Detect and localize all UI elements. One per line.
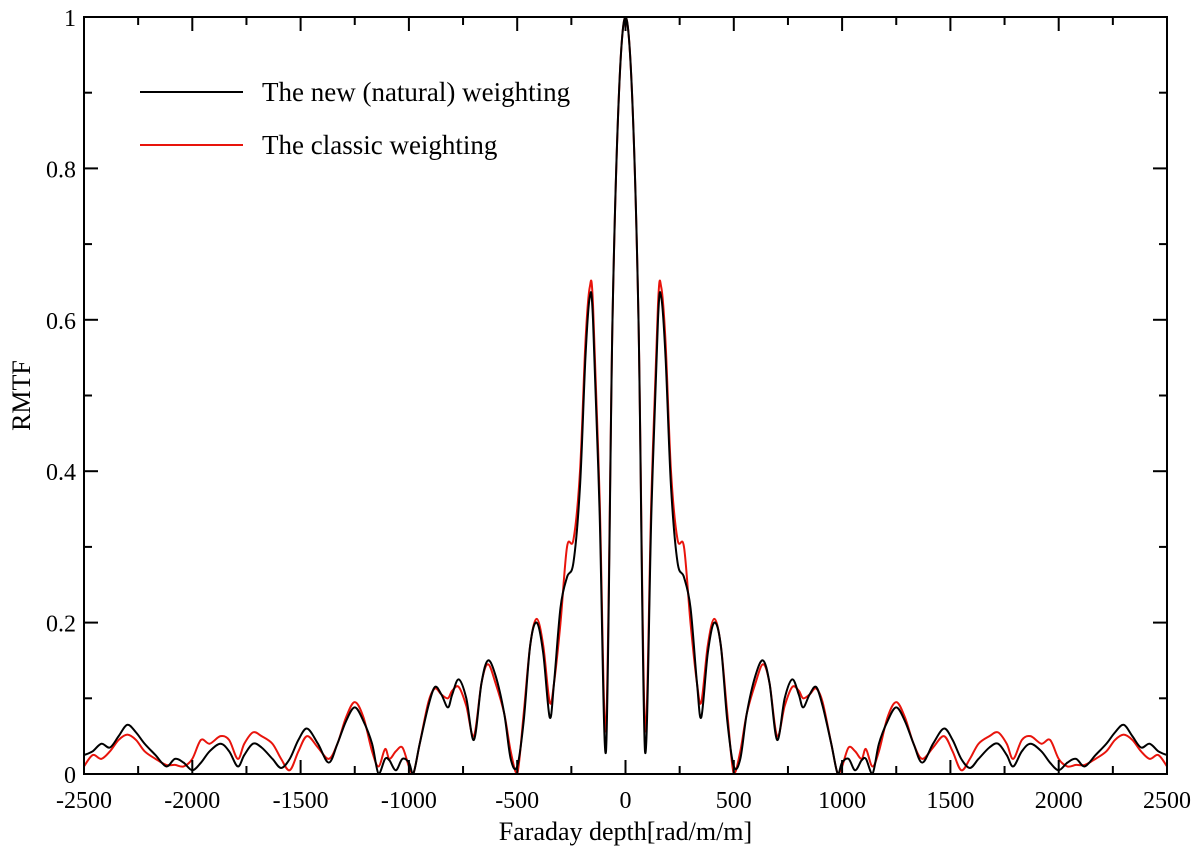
plot-frame bbox=[83, 16, 1168, 775]
legend-label-natural: The new (natural) weighting bbox=[262, 77, 570, 107]
x-axis-label: Faraday depth[rad/m/m] bbox=[499, 817, 752, 846]
ticks-layer bbox=[83, 16, 1168, 775]
y-tick-label: 0.8 bbox=[46, 157, 76, 183]
x-tick-label: -2000 bbox=[164, 788, 220, 814]
x-tick-label: 1500 bbox=[926, 788, 974, 814]
x-tick-label: -1000 bbox=[381, 788, 437, 814]
series-layer bbox=[83, 16, 1168, 775]
tick-labels-layer: -2500 -2000 -1500 -1000 -500 0 500 1000 1500 2000… bbox=[46, 6, 1191, 814]
y-tick-label: 1 bbox=[64, 6, 76, 32]
y-tick-label: 0.6 bbox=[46, 309, 76, 335]
x-tick-label: 1000 bbox=[818, 788, 866, 814]
series-line-natural bbox=[83, 16, 1168, 775]
x-tick-label: 500 bbox=[716, 788, 752, 814]
x-tick-label: 0 bbox=[620, 788, 632, 814]
y-tick-label: 0 bbox=[64, 763, 76, 789]
x-tick-label: -500 bbox=[495, 788, 539, 814]
y-tick-label: 0.2 bbox=[46, 612, 76, 638]
x-tick-label: 2500 bbox=[1143, 788, 1191, 814]
y-axis-label: RMTF bbox=[7, 360, 36, 431]
legend-label-classic: The classic weighting bbox=[262, 130, 497, 160]
y-tick-label: 0.4 bbox=[46, 460, 76, 486]
x-tick-label: -1500 bbox=[273, 788, 329, 814]
x-tick-label: -2500 bbox=[56, 788, 112, 814]
x-tick-label: 2000 bbox=[1035, 788, 1083, 814]
legend: The new (natural) weighting The classic … bbox=[140, 77, 570, 160]
series-line-classic bbox=[83, 16, 1168, 775]
